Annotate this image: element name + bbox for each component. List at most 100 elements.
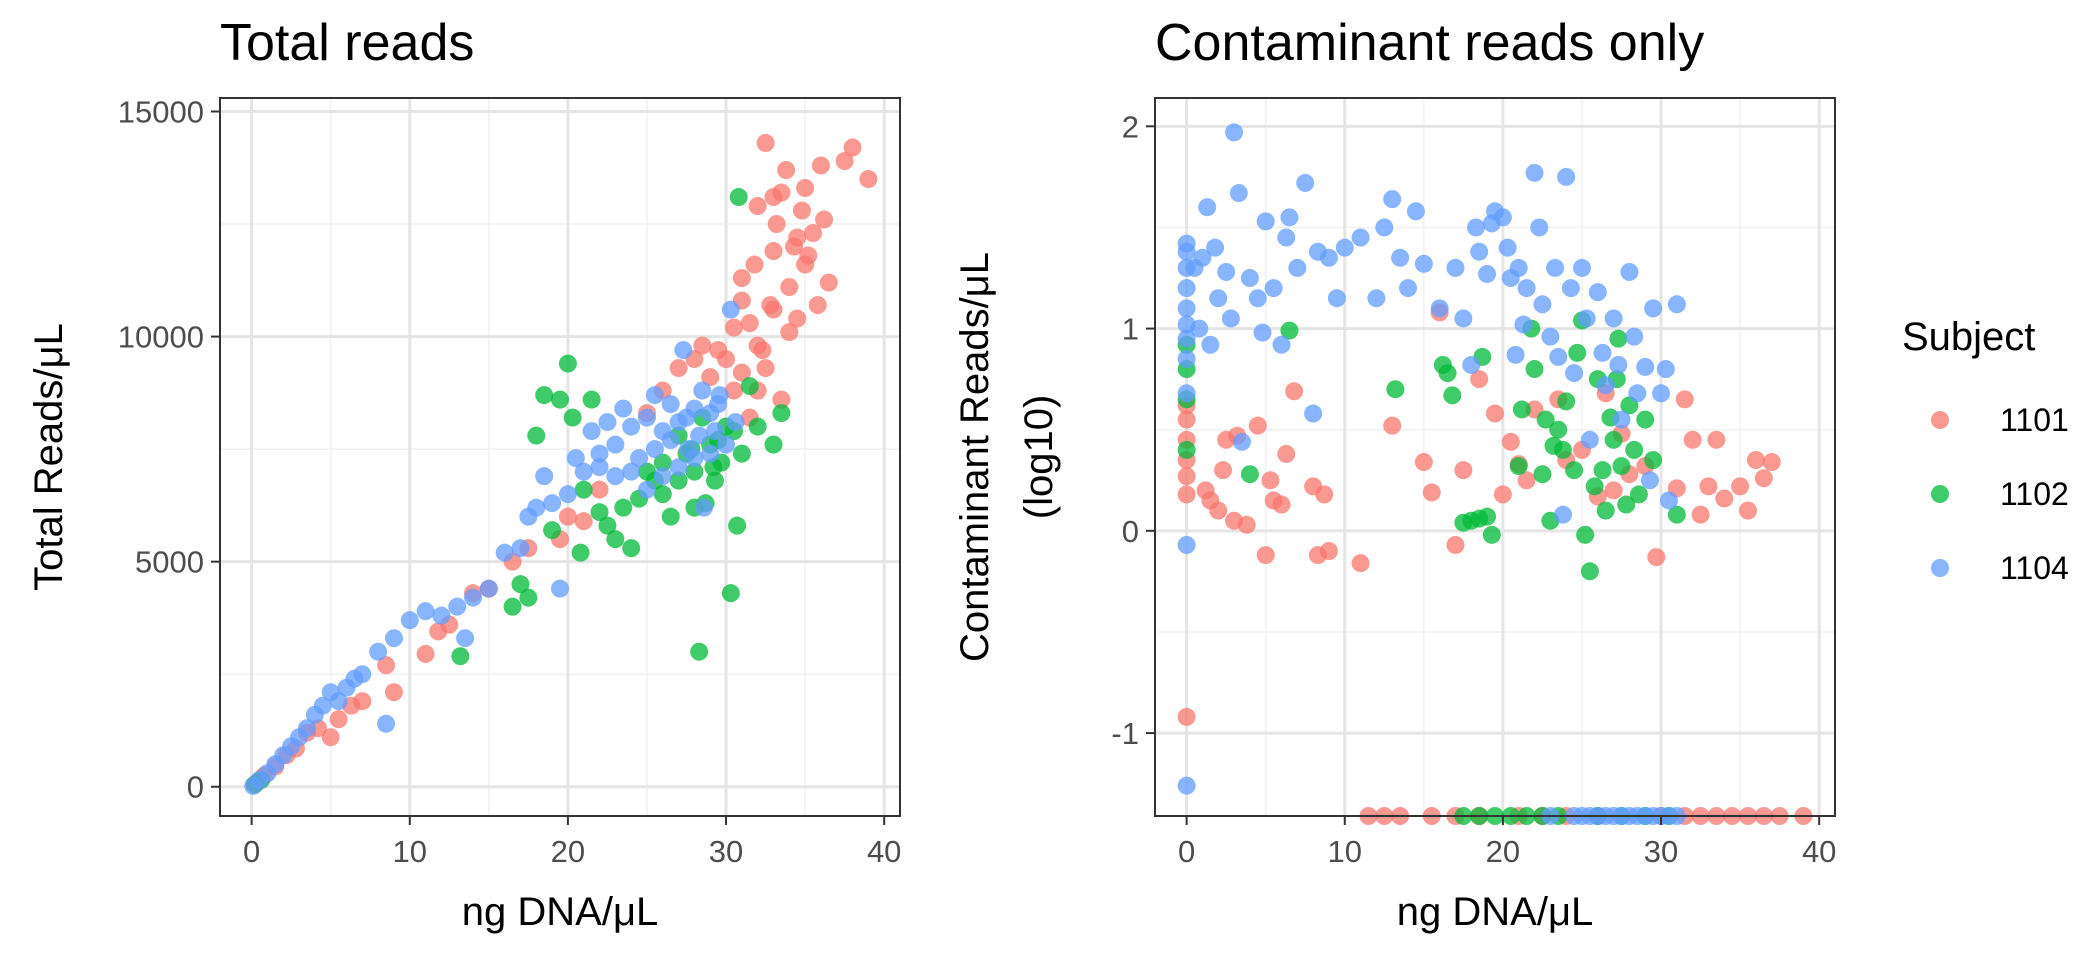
point-1104: [353, 665, 372, 684]
point-1104: [1609, 355, 1628, 374]
point-1101: [748, 336, 767, 355]
point-1102: [535, 386, 554, 405]
point-1104: [1253, 323, 1272, 342]
point-1104: [1217, 262, 1236, 281]
point-1101: [1731, 477, 1750, 496]
point-1104: [479, 579, 498, 598]
point-1104: [566, 449, 585, 468]
point-1101: [1237, 515, 1256, 534]
point-1104: [1541, 327, 1560, 346]
point-1104: [705, 422, 724, 441]
point-1102: [543, 521, 562, 540]
legend-label: 1101: [2000, 402, 2069, 438]
point-1101: [843, 138, 862, 157]
y-tick-label: 10000: [118, 320, 204, 355]
point-1104: [1636, 357, 1655, 376]
point-1104: [416, 602, 435, 621]
point-1104: [495, 543, 514, 562]
point-1101: [321, 728, 340, 747]
legend-key-1104: [1931, 559, 1949, 577]
point-1101: [1319, 542, 1338, 561]
point-1101: [724, 381, 743, 400]
point-1101: [416, 644, 435, 663]
point-1101: [796, 179, 815, 198]
point-1101: [1383, 416, 1402, 435]
point-1104: [432, 606, 451, 625]
point-1102: [704, 458, 723, 477]
point-1104: [456, 629, 475, 648]
point-1102: [1549, 420, 1568, 439]
point-1101: [764, 300, 783, 319]
point-1101: [764, 242, 783, 261]
point-1104: [313, 696, 332, 715]
point-1104: [1478, 264, 1497, 283]
point-1102: [653, 453, 672, 472]
point-1102: [732, 444, 751, 463]
point-1104: [400, 611, 419, 630]
point-1104: [598, 413, 617, 432]
point-1101: [808, 296, 827, 315]
point-1101: [701, 368, 720, 387]
point-1104: [661, 395, 680, 414]
point-1104: [622, 462, 641, 481]
point-1101: [764, 188, 783, 207]
point-1102: [1280, 321, 1299, 340]
point-1101: [1422, 483, 1441, 502]
point-1104: [1509, 258, 1528, 277]
point-1102: [721, 584, 740, 603]
point-1104: [1659, 491, 1678, 510]
point-1104: [377, 714, 396, 733]
point-1104: [551, 579, 569, 598]
point-1104: [1549, 347, 1568, 366]
point-1104: [464, 588, 483, 607]
y-tick-label: -1: [1111, 716, 1139, 751]
point-1101: [1177, 707, 1196, 726]
point-1104: [1596, 376, 1615, 395]
point-1104: [535, 467, 554, 486]
point-1104: [1493, 208, 1512, 227]
point-1104: [1225, 123, 1244, 142]
point-1101: [1177, 467, 1196, 486]
point-1101: [796, 255, 815, 274]
point-1104: [1288, 258, 1307, 277]
point-1101: [1446, 535, 1465, 554]
point-1101: [777, 161, 796, 180]
point-1102: [1533, 465, 1552, 484]
point-1104: [1640, 471, 1659, 490]
x-axis-label: ng DNA/μL: [1397, 890, 1593, 934]
point-1101: [574, 512, 593, 531]
point-1104: [637, 480, 656, 499]
point-1104: [1240, 269, 1259, 288]
point-1101: [1414, 453, 1433, 472]
point-1101: [353, 692, 372, 711]
x-axis-label: ng DNA/μL: [462, 890, 658, 934]
point-1104: [1177, 349, 1196, 368]
point-1101: [788, 228, 807, 247]
point-1101: [732, 363, 751, 382]
point-1104: [1190, 319, 1209, 338]
point-1101: [1214, 461, 1232, 480]
point-1104: [1577, 309, 1596, 328]
point-1102: [606, 530, 625, 549]
legend-label: 1104: [2000, 550, 2069, 586]
point-1104: [1177, 329, 1196, 348]
point-1101: [1647, 548, 1666, 567]
point-1104: [709, 395, 728, 414]
point-1101: [811, 156, 830, 175]
point-1102: [772, 404, 791, 423]
point-1101: [1177, 410, 1196, 429]
point-1102: [1536, 410, 1555, 429]
point-1102: [1482, 525, 1501, 544]
point-1104: [1327, 289, 1346, 308]
point-1104: [1546, 258, 1565, 277]
point-1101: [1454, 461, 1473, 480]
point-1104: [1248, 289, 1267, 308]
point-1101: [748, 197, 767, 216]
point-1102: [519, 588, 538, 607]
point-1101: [772, 390, 791, 409]
point-1104: [1628, 384, 1647, 403]
point-1101: [1272, 495, 1291, 514]
point-1102: [1644, 451, 1663, 470]
point-1102: [1629, 485, 1648, 504]
point-1102: [590, 503, 609, 522]
